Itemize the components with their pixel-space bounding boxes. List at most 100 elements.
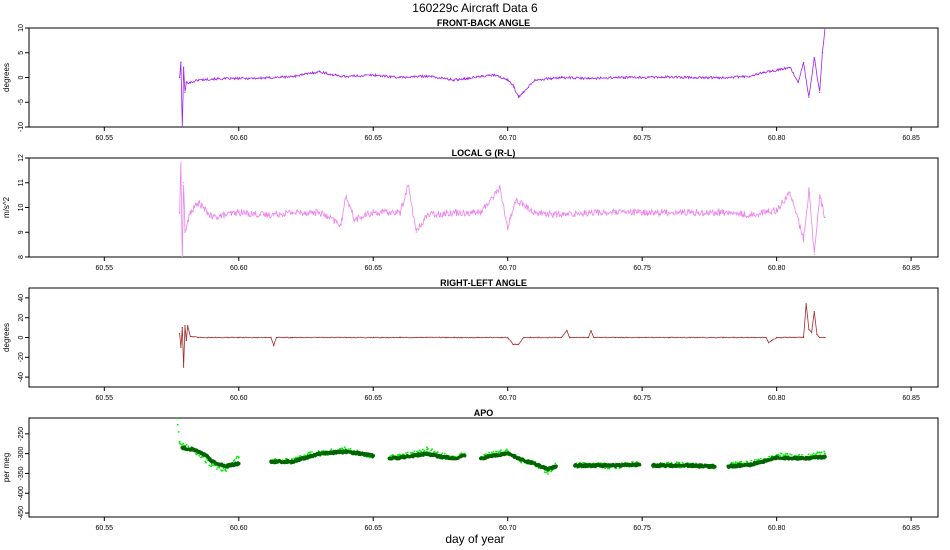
scatter-point (789, 453, 791, 455)
data-point (237, 456, 240, 459)
scatter-point (506, 448, 508, 451)
data-point (211, 336, 213, 339)
data-point (179, 76, 181, 79)
data-point (816, 333, 818, 336)
y-tick-label: -450 (18, 506, 25, 520)
y-axis-label: degrees (2, 63, 11, 92)
data-point (399, 336, 401, 339)
scatter-point (784, 454, 786, 456)
data-point (332, 74, 334, 76)
data-point (453, 336, 455, 339)
panel-title: LOCAL G (R-L) (452, 148, 516, 158)
data-point (184, 91, 186, 93)
data-point (184, 325, 186, 327)
data-point (180, 346, 182, 348)
data-point (774, 455, 779, 460)
scatter-point (391, 453, 394, 456)
x-tick-label: 60.70 (499, 525, 517, 532)
data-point (426, 75, 428, 77)
data-point (637, 462, 642, 467)
scatter-point (405, 452, 407, 454)
data-point (345, 75, 347, 78)
data-point (587, 211, 589, 214)
data-point (452, 456, 456, 461)
data-point (641, 211, 643, 214)
scatter-point (437, 451, 439, 453)
scatter-point (406, 451, 409, 454)
scatter-point (732, 462, 735, 465)
data-point (224, 468, 227, 471)
data-point (407, 184, 409, 186)
data-point (387, 456, 392, 461)
x-tick-label: 60.75 (633, 525, 651, 532)
data-point (593, 336, 595, 339)
y-tick-label: 0 (18, 75, 25, 79)
y-tick-label: -300 (18, 447, 25, 461)
data-point (492, 453, 497, 458)
data-point (776, 69, 778, 71)
data-point (204, 453, 209, 458)
data-point (722, 336, 724, 339)
scatter-point (390, 454, 392, 457)
data-point (517, 343, 520, 346)
x-tick-label: 60.65 (364, 525, 382, 532)
scatter-point (810, 454, 812, 456)
data-point (291, 211, 294, 214)
data-point (667, 463, 671, 468)
data-point (824, 452, 827, 455)
scatter-point (339, 447, 342, 450)
scatter-point (330, 448, 333, 451)
data-point (269, 459, 273, 464)
y-tick-label: -10 (18, 122, 25, 132)
data-point (210, 464, 213, 467)
scatter-point (205, 461, 207, 464)
data-point (480, 211, 482, 214)
data-point (290, 459, 295, 464)
data-point (747, 462, 752, 467)
data-point (180, 445, 185, 450)
scatter-point (608, 467, 611, 470)
data-point (519, 457, 523, 462)
data-point (560, 336, 563, 339)
x-tick-label: 60.60 (230, 135, 248, 142)
data-point (398, 455, 402, 460)
page-title: 160229c Aircraft Data 6 (412, 1, 538, 15)
scatter-point (431, 448, 433, 451)
scatter-point (755, 459, 758, 461)
x-tick-label: 60.80 (768, 395, 786, 402)
data-point (802, 239, 805, 241)
y-tick-label: -400 (18, 486, 25, 500)
data-point (181, 256, 183, 257)
data-point (183, 182, 185, 184)
data-point (453, 211, 455, 214)
data-point (317, 451, 322, 456)
scatter-point (777, 453, 780, 456)
data-point (801, 456, 806, 461)
scatter-point (418, 449, 421, 452)
data-point (776, 209, 778, 211)
scatter-point (636, 460, 638, 463)
data-point (765, 336, 767, 339)
data-point (223, 464, 228, 469)
scatter-point (185, 444, 188, 446)
data-point (345, 194, 347, 196)
data-point (236, 461, 241, 466)
scatter-point (631, 461, 634, 463)
data-point (507, 226, 509, 228)
data-point (512, 343, 514, 346)
data-point (821, 52, 823, 54)
scatter-point (176, 423, 179, 426)
scatter-point (801, 453, 803, 456)
data-point (726, 464, 731, 469)
data-point (554, 464, 558, 469)
data-point (426, 448, 429, 451)
data-point (493, 74, 495, 76)
x-tick-label: 60.70 (499, 135, 517, 142)
data-point (399, 76, 401, 79)
scatter-point (187, 445, 190, 448)
x-tick-label: 60.65 (364, 395, 382, 402)
scatter-point (807, 453, 810, 456)
data-point (762, 71, 764, 74)
panel-4: APO per meg 60.55 60.60 60.65 60.70 60.75 60.80… (2, 408, 939, 532)
panel-title: APO (474, 408, 494, 418)
